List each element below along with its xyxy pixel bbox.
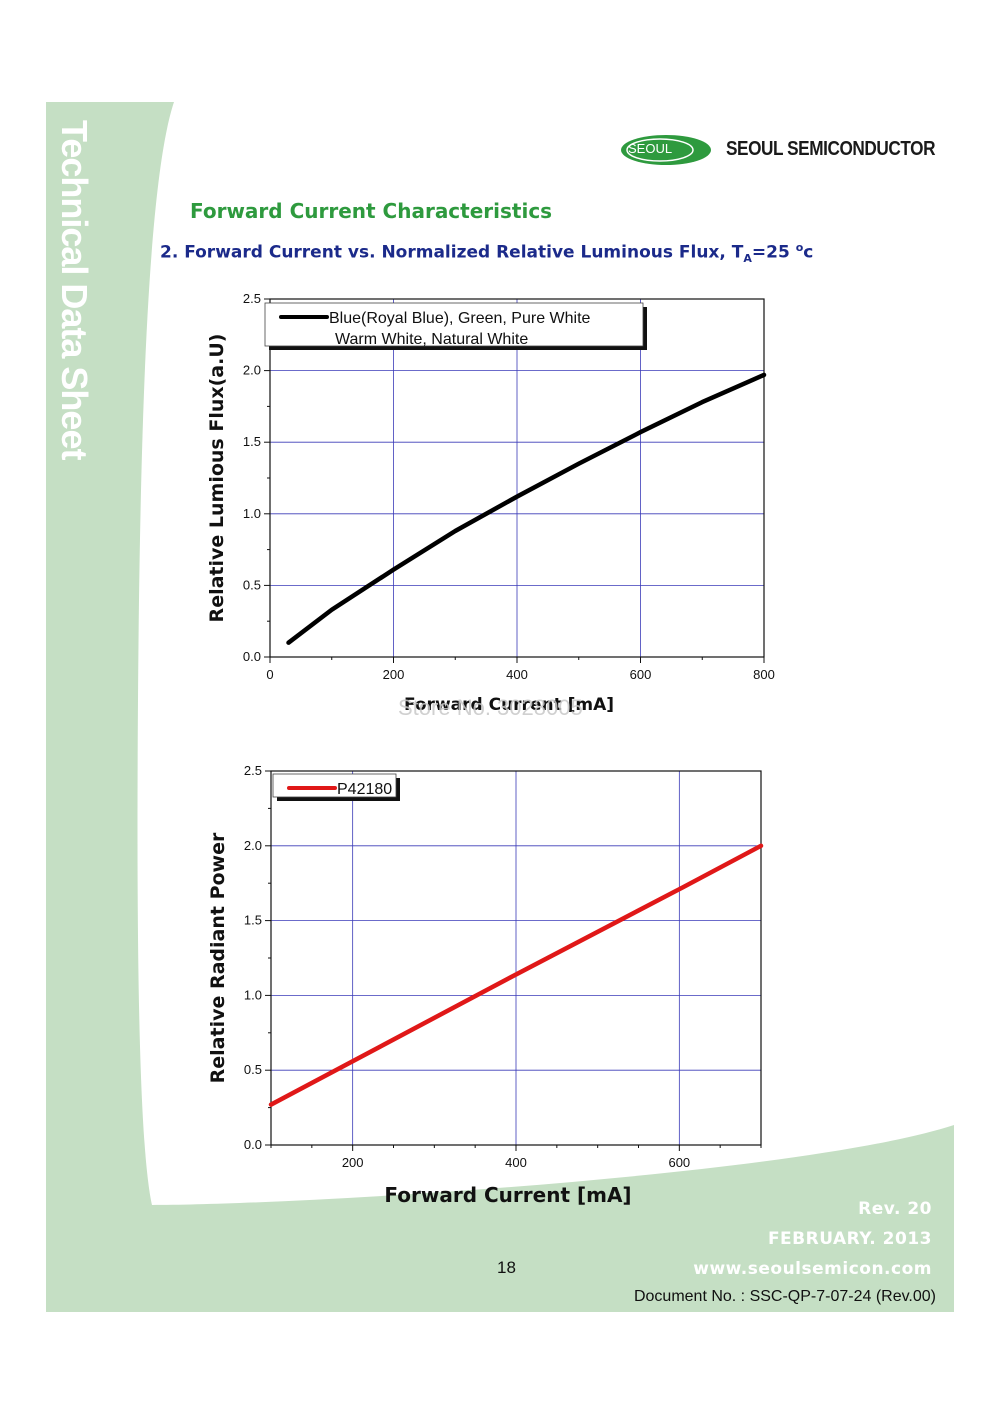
revision: Rev. 20 [858,1199,932,1219]
section-title: Forward Current Characteristics [190,199,553,223]
side-band [46,102,954,1312]
page-number: 18 [497,1258,516,1277]
store-watermark: Store No. 3028005 [398,695,583,720]
logo-badge-text: SEOUL [628,141,673,156]
company-name: SEOUL SEMICONDUCTOR [726,138,936,160]
y-tick-label: 0.0 [243,649,261,664]
y-tick-label: 0.5 [243,577,261,592]
y-tick-label: 2.5 [243,291,261,306]
subtitle-subscript: A [743,252,752,266]
y-tick-label: 0.5 [244,1062,262,1077]
y-tick-label: 0.0 [244,1137,262,1152]
x-tick-label: 600 [668,1155,690,1170]
seoul-badge-icon [621,135,711,165]
x-axis-label: Forward Current [mA] [384,1183,631,1207]
y-tick-label: 1.0 [243,506,261,521]
chart-subtitle: 2. Forward Current vs. Normalized Relati… [160,241,813,265]
legend-label: Blue(Royal Blue), Green, Pure White [329,310,591,327]
y-tick-label: 2.5 [244,763,262,778]
y-tick-label: 1.0 [244,987,262,1002]
y-axis-label: Relative Radiant Power [207,832,229,1083]
legend-label: P42180 [337,781,392,798]
y-tick-label: 2.0 [243,363,261,378]
subtitle-degree: o [795,241,804,254]
website-url[interactable]: www.seoulsemicon.com [693,1259,932,1279]
document-number: Document No. : SSC-QP-7-07-24 (Rev.00) [633,1288,936,1305]
legend-box [272,773,397,798]
x-tick-label: 600 [630,667,652,682]
x-tick-label: 800 [753,667,775,682]
x-tick-label: 200 [342,1155,364,1170]
subtitle-prefix: 2. Forward Current vs. Normalized Relati… [160,242,744,263]
x-tick-label: 400 [505,1155,527,1170]
x-tick-label: 0 [266,667,273,682]
legend-box [264,302,644,347]
y-axis-label: Relative Lumious Flux(a.U) [206,334,228,623]
revision-date: FEBRUARY. 2013 [767,1229,932,1249]
x-axis-label: Forward Current [mA] [404,695,614,715]
subtitle-suffix: =25 [751,242,796,263]
y-tick-label: 1.5 [244,913,262,928]
legend-label-line2: Warm White, Natural White [335,331,528,348]
y-tick-label: 2.0 [244,838,262,853]
x-tick-label: 200 [383,667,405,682]
x-tick-label: 400 [506,667,528,682]
y-tick-label: 1.5 [243,434,261,449]
subtitle-unit: c [803,242,814,263]
